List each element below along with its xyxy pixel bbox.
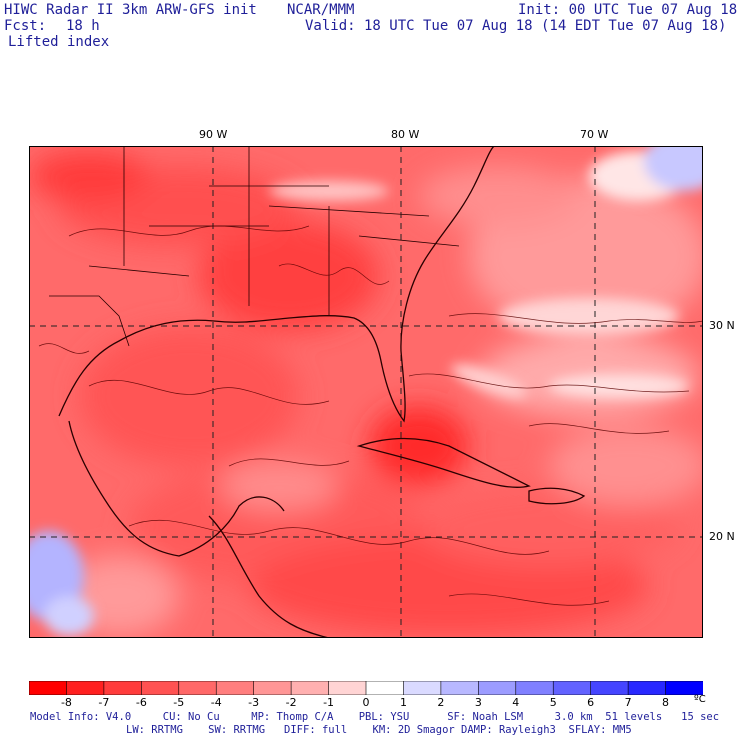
state-borders xyxy=(88,146,460,316)
colorbar-swatch xyxy=(215,681,255,695)
colorbar-tick-label: 4 xyxy=(512,696,520,709)
colorbar-swatch xyxy=(478,681,517,695)
central-america xyxy=(208,515,330,638)
lat-label-30n: 30 N xyxy=(709,319,735,332)
colorbar-swatch xyxy=(290,681,330,695)
hispaniola-outline xyxy=(528,487,586,505)
lifted-index-colorbar xyxy=(29,681,703,695)
colorbar-swatch xyxy=(515,681,555,695)
field-name: Lifted index xyxy=(8,34,110,50)
forecast-hour: 18 h xyxy=(66,18,100,34)
colorbar-tick-label: 8 xyxy=(662,696,670,709)
colorbar-tick-label: -6 xyxy=(135,696,147,709)
colorbar-swatch xyxy=(103,681,143,695)
lat-label-20n: 20 N xyxy=(709,530,735,543)
colorbar-unit: ºC xyxy=(694,694,706,705)
texas-border xyxy=(49,295,130,347)
colorbar-swatch xyxy=(328,681,367,695)
lon-label-70w: 70 W xyxy=(580,128,609,141)
colorbar-tick-label: -5 xyxy=(173,696,185,709)
colorbar-swatch xyxy=(627,681,667,695)
forecast-label: Fcst: xyxy=(4,18,47,34)
colorbar-tick-label: 2 xyxy=(437,696,445,709)
mexico-coast xyxy=(68,420,285,557)
model-title: HIWC Radar II 3km ARW-GFS init xyxy=(4,2,257,18)
init-time: Init: 00 UTC Tue 07 Aug 18 xyxy=(518,2,738,18)
colorbar-swatch xyxy=(178,681,218,695)
colorbar-tick-label: -3 xyxy=(248,696,260,709)
lon-label-90w: 90 W xyxy=(199,128,228,141)
colorbar-tick-label: -8 xyxy=(60,696,72,709)
gulf-coast xyxy=(58,146,495,423)
cuba-outline xyxy=(356,437,531,488)
contour-lines xyxy=(38,225,703,606)
organization: NCAR/MMM xyxy=(287,2,355,18)
colorbar-tick-label: 1 xyxy=(399,696,407,709)
lon-label-80w: 80 W xyxy=(391,128,420,141)
colorbar-tick-label: -1 xyxy=(323,696,335,709)
colorbar-tick-label: 5 xyxy=(549,696,557,709)
colorbar-swatch xyxy=(403,681,442,695)
colorbar-swatch xyxy=(141,681,180,695)
model-info-line1: Model Info: V4.0 CU: No Cu MP: Thomp C/A… xyxy=(30,711,720,723)
colorbar-swatch xyxy=(590,681,629,695)
colorbar-tick-label: 0 xyxy=(362,696,370,709)
colorbar-tick-label: 7 xyxy=(624,696,632,709)
colorbar-swatch xyxy=(552,681,592,695)
lifted-index-map xyxy=(29,146,703,638)
colorbar-tick-label: 3 xyxy=(474,696,482,709)
colorbar-swatch xyxy=(253,681,292,695)
colorbar-swatch xyxy=(365,681,405,695)
colorbar-tick-label: -4 xyxy=(210,696,222,709)
colorbar-swatch xyxy=(440,681,480,695)
colorbar-tick-label: -2 xyxy=(285,696,297,709)
colorbar-tick-label: -7 xyxy=(98,696,110,709)
colorbar-swatch xyxy=(66,681,105,695)
colorbar-swatch xyxy=(665,681,703,695)
colorbar-tick-label: 6 xyxy=(587,696,595,709)
colorbar-swatch xyxy=(29,681,68,695)
valid-time: Valid: 18 UTC Tue 07 Aug 18 (14 EDT Tue … xyxy=(305,18,727,34)
model-info-line2: LW: RRTMG SW: RRTMG DIFF: full KM: 2D Sm… xyxy=(126,724,632,736)
